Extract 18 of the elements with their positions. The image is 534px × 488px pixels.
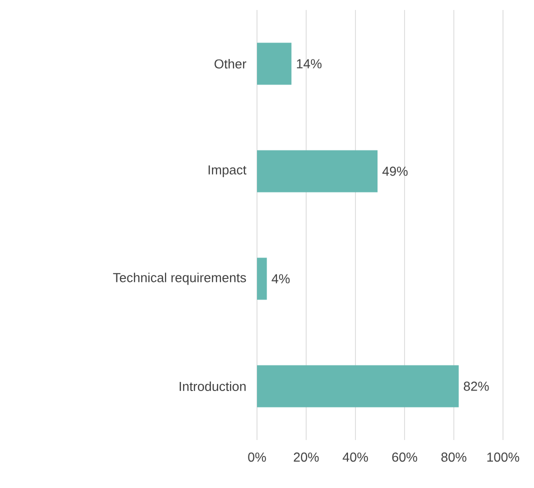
x-tick-label: 80%	[441, 452, 466, 462]
bar	[257, 365, 459, 408]
data-label: 49%	[382, 166, 408, 176]
x-tick-label: 0%	[248, 452, 266, 462]
y-tick-label: Introduction	[180, 381, 246, 392]
bar	[257, 150, 378, 192]
data-label: 4%	[272, 274, 290, 284]
x-tick-label: 100%	[487, 452, 520, 462]
bar	[257, 258, 267, 300]
y-tick-label: Technical requirements	[113, 272, 246, 285]
x-tick-label: 60%	[392, 452, 418, 462]
data-label: 82%	[464, 382, 489, 391]
y-tick-label: Other	[214, 58, 246, 69]
bar	[257, 42, 292, 85]
x-tick-label: 40%	[342, 452, 368, 462]
data-label: 14%	[296, 59, 322, 68]
x-tick-label: 20%	[294, 452, 319, 462]
y-tick-label: Impact	[208, 165, 246, 178]
